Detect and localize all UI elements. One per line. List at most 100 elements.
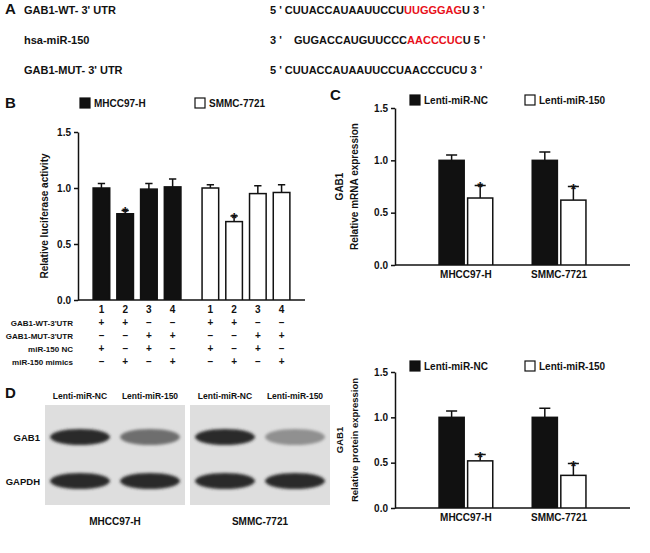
sequence: 5 ' CUUACCAUAAUUCCUAACCCUCU 3 ' <box>270 64 483 76</box>
tick-label: 0.0 <box>374 260 388 271</box>
y-tick: 1.5 <box>57 127 78 138</box>
condition-mark: + <box>99 317 105 328</box>
condition-mark: – <box>146 317 152 328</box>
y-axis-title: Relative mRNA expression <box>349 123 360 250</box>
blot-band <box>120 429 180 445</box>
condition-label: miR-150 mimics <box>12 358 73 367</box>
condition-mark: + <box>279 330 285 341</box>
condition-mark: + <box>231 317 237 328</box>
y-tick: 1.0 <box>374 155 395 166</box>
blot-band <box>50 473 110 489</box>
legend-label: MHCC97-H <box>94 98 146 109</box>
legend-label: SMMC-7721 <box>209 98 266 109</box>
condition-label: GAB1-WT-3'UTR <box>11 319 74 328</box>
bar <box>202 188 219 300</box>
legend-label: Lenti-miR-150 <box>539 361 606 372</box>
tick-mark <box>74 300 78 302</box>
legend-swatch <box>410 361 420 371</box>
lane-label: Lenti-miR-NC <box>53 391 107 401</box>
blot-band <box>120 473 180 489</box>
sequence-name: hsa-miR-150 <box>24 34 89 46</box>
sequence: 5 ' CUUACCAUAAUUCCUUUGGGAGU 3 ' <box>270 4 485 16</box>
bar <box>468 461 493 508</box>
tick-label: 1.5 <box>374 367 388 378</box>
panel-label: B <box>5 94 16 111</box>
blot-band <box>50 429 110 445</box>
annotation: * <box>231 209 237 226</box>
condition-mark: – <box>231 343 237 354</box>
bar <box>561 475 586 508</box>
x-tick-label: 4 <box>170 304 176 315</box>
lane-label: Lenti-miR-150 <box>122 391 178 401</box>
condition-mark: + <box>255 330 261 341</box>
legend-swatch <box>80 98 90 108</box>
x-tick-label: SMMC-7721 <box>531 269 588 280</box>
condition-mark: + <box>146 343 152 354</box>
y-tick: 0.0 <box>374 503 395 514</box>
condition-label: miR-150 NC <box>28 345 73 354</box>
chart: 0.00.51.01.5GAB1Relative protein express… <box>334 361 630 523</box>
error-bar <box>207 185 214 188</box>
bar <box>117 214 134 300</box>
y-tick: 1.5 <box>374 103 395 114</box>
tick-label: 0.5 <box>57 239 71 250</box>
legend-label: Lenti-miR-NC <box>424 95 488 106</box>
tick-label: 1.0 <box>374 155 388 166</box>
cell-line-label: MHCC97-H <box>89 516 141 527</box>
legend-swatch <box>410 95 420 105</box>
condition-mark: + <box>170 356 176 367</box>
axis-line <box>395 373 397 509</box>
y-axis-title: Relative luciferase activity <box>39 153 50 279</box>
tick-label: 1.5 <box>57 127 71 138</box>
condition-mark: – <box>231 330 237 341</box>
condition-mark: – <box>255 317 261 328</box>
tick-mark <box>391 417 395 419</box>
legend-label: Lenti-miR-150 <box>539 95 606 106</box>
error-bar <box>169 179 176 187</box>
blot-panel <box>45 405 185 505</box>
error-bar <box>254 186 261 194</box>
condition-mark: + <box>146 330 152 341</box>
x-axis-line <box>395 264 630 266</box>
y-axis: 0.00.51.01.5 <box>57 127 78 306</box>
tick-mark <box>391 462 395 464</box>
bar <box>226 222 243 300</box>
tick-mark <box>74 188 78 190</box>
annotation: * <box>570 180 576 197</box>
legend-swatch <box>525 361 535 371</box>
annotation: * <box>477 178 483 195</box>
figure-svg: A GAB1-WT- 3' UTR 5 ' CUUACCAUAAUUCCUUUGGG… <box>0 0 650 553</box>
tick-mark <box>391 265 395 267</box>
row-label: GAPDH <box>6 476 40 487</box>
error-bar <box>145 184 152 190</box>
tick-mark <box>391 508 395 510</box>
annotation: * <box>570 457 576 474</box>
figure: A GAB1-WT- 3' UTR 5 ' CUUACCAUAAUUCCUUUGGG… <box>0 0 650 553</box>
error-bar <box>446 155 457 160</box>
condition-mark: – <box>208 330 214 341</box>
blot-band <box>265 473 325 489</box>
y-tick: 0.0 <box>374 260 395 271</box>
y-axis: 0.0 0.5 1.0 1.5 <box>374 103 395 271</box>
x-tick-label: 1 <box>208 304 214 315</box>
sequence-segment: 3 ' GUGACCAUGUUCCC <box>270 34 407 46</box>
condition-mark: – <box>122 330 128 341</box>
chart: 0.0 0.5 1.0 1.5 GAB1 Relative mRNA expression… <box>330 86 630 280</box>
error-bar <box>539 408 550 417</box>
tick-mark <box>391 372 395 374</box>
error-bar <box>446 411 457 417</box>
bar <box>561 200 586 265</box>
y-axis-title: GAB1 <box>334 172 345 200</box>
y-tick: 0.5 <box>374 207 395 218</box>
bar <box>532 160 557 265</box>
tick-label: 0.5 <box>374 207 388 218</box>
tick-label: 1.0 <box>374 412 388 423</box>
y-tick: 0.5 <box>57 239 78 250</box>
panel-label: A <box>5 0 16 17</box>
blot-band <box>195 429 255 445</box>
sequence-segment: U 3 ' <box>462 4 485 16</box>
axis-line <box>395 109 397 266</box>
condition-mark: – <box>279 317 285 328</box>
tick-label: 1.0 <box>57 183 71 194</box>
sequence-name: GAB1-WT- 3' UTR <box>24 4 116 16</box>
